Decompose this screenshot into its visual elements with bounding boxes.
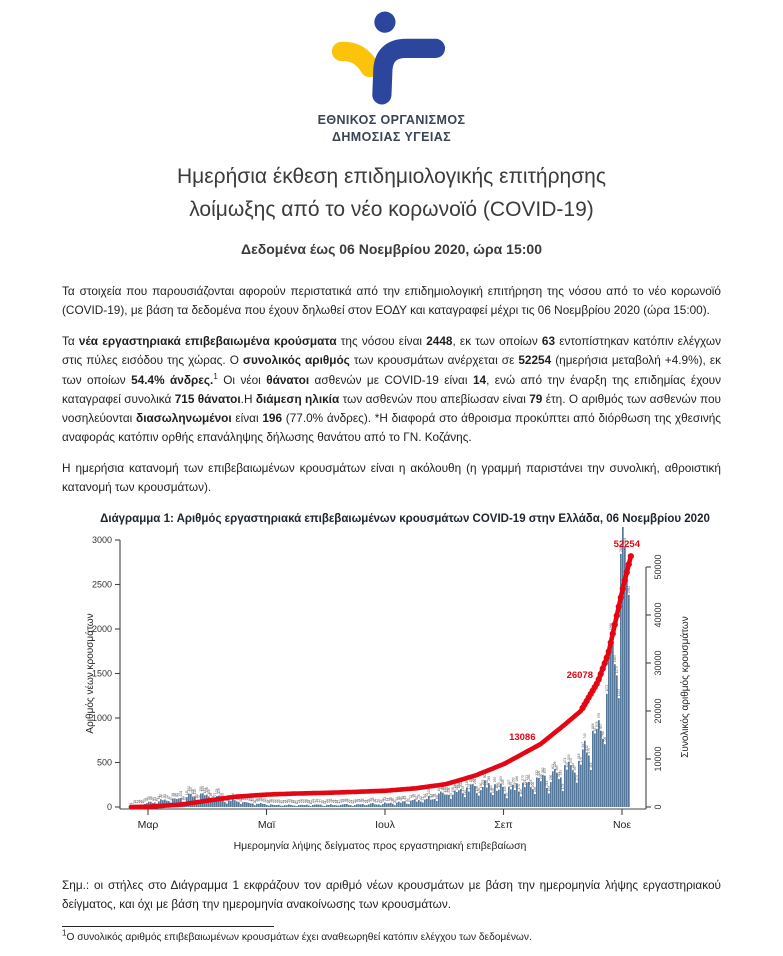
footnote: 1Ο συνολικός αριθμός επιβεβαιωμένων κρου… [62,930,721,945]
svg-text:Νοε: Νοε [613,819,631,831]
svg-text:255: 255 [493,777,497,783]
svg-text:1479: 1479 [615,666,619,673]
svg-text:0: 0 [653,805,663,810]
page-title: Ημερήσια έκθεση επιδημιολογικής επιτήρησ… [62,161,721,226]
svg-text:1605: 1605 [613,655,617,662]
report-body: Τα στοιχεία που παρουσιάζονται αφορούν π… [62,282,721,946]
logo-blue-arm-body [381,48,435,94]
logo-org-name-line1: ΕΘΝΙΚΟΣ ΟΡΓΑΝΙΣΜΟΣ [62,112,721,129]
svg-text:174: 174 [517,784,521,790]
svg-text:500: 500 [97,758,112,768]
chart-title: Διάγραμμα 1: Αριθμός εργαστηριακά επιβεβ… [80,513,730,525]
report-header: ΕΘΝΙΚΟΣ ΟΡΓΑΝΙΣΜΟΣ ΔΗΜΟΣΙΑΣ ΥΓΕΙΑΣ Ημερή… [62,10,721,257]
svg-text:123: 123 [427,789,431,795]
svg-text:Σεπ: Σεπ [494,819,512,831]
method-note: Σημ.: οι στήλες στο Διάγραμμα 1 εκφράζου… [62,876,721,914]
logo-org-name-line2: ΔΗΜΟΣΙΑΣ ΥΓΕΙΑΣ [62,129,721,146]
svg-text:20000: 20000 [653,699,663,724]
svg-text:470: 470 [569,758,573,764]
svg-text:2382: 2382 [627,586,631,593]
svg-text:149: 149 [503,786,507,792]
svg-text:745: 745 [583,733,587,739]
svg-text:128: 128 [217,788,221,794]
svg-text:353: 353 [543,768,547,774]
svg-text:Ιουλ: Ιουλ [375,819,395,831]
svg-text:213: 213 [545,781,549,787]
svg-text:101: 101 [179,791,183,797]
logo-org-name: ΕΘΝΙΚΟΣ ΟΡΓΑΝΙΣΜΟΣ ΔΗΜΟΣΙΑΣ ΥΓΕΙΑΣ [62,112,721,145]
svg-text:120: 120 [193,789,197,795]
key-figures-paragraph: Τα νέα εργαστηριακά επιβεβαιωμένα κρούσμ… [62,332,721,447]
covid-cases-chart: 0500100015002000250030000100002000030000… [80,527,730,872]
svg-text:2500: 2500 [92,580,112,590]
svg-text:30000: 30000 [653,651,663,676]
svg-text:200: 200 [531,782,535,788]
svg-text:385: 385 [555,765,559,771]
eody-logo: ΕΘΝΙΚΟΣ ΟΡΓΑΝΙΣΜΟΣ ΔΗΜΟΣΙΑΣ ΥΓΕΙΑΣ [62,10,721,145]
svg-text:13086: 13086 [509,732,535,743]
distribution-paragraph: Η ημερήσια κατανομή των επιβεβαιωμένων κ… [62,459,721,497]
svg-text:Αριθμός νέων κρουσμάτων: Αριθμός νέων κρουσμάτων [84,614,96,734]
svg-text:Ημερομηνία λήψης δείγματος προ: Ημερομηνία λήψης δείγματος προς εργαστηρ… [234,840,527,852]
svg-text:976: 976 [597,713,601,719]
svg-text:0: 0 [107,802,112,812]
svg-text:26078: 26078 [567,670,593,681]
svg-text:10000: 10000 [653,747,663,772]
svg-text:Συνολικός αριθμός κρουσμάτων: Συνολικός αριθμός κρουσμάτων [679,616,691,758]
svg-text:52254: 52254 [614,539,641,550]
page-title-line2: λοίμωξης από το νέο κορωνοϊό (COVID-19) [189,198,594,221]
svg-text:387: 387 [573,765,577,771]
logo-head [374,12,395,33]
svg-text:579: 579 [587,748,591,754]
svg-text:3000: 3000 [92,535,112,545]
footnote-divider [62,926,274,927]
svg-text:50000: 50000 [653,555,663,580]
svg-text:857: 857 [599,723,603,729]
data-cutoff-subtitle: Δεδομένα έως 06 Νοεμβρίου 2020, ώρα 15:0… [62,241,721,257]
svg-text:Μαρ: Μαρ [138,819,159,831]
svg-text:236: 236 [473,779,477,785]
svg-text:226: 226 [501,780,505,786]
svg-text:766: 766 [601,731,605,737]
eody-logo-icon [331,10,453,106]
svg-text:282: 282 [527,775,531,781]
chart-figure: Διάγραμμα 1: Αριθμός εργαστηριακά επιβεβ… [80,513,730,872]
svg-text:40000: 40000 [653,603,663,628]
logo-yellow-arm [341,51,369,67]
page-title-line1: Ημερήσια έκθεση επιδημιολογικής επιτήρησ… [177,165,606,188]
intro-paragraph: Τα στοιχεία που παρουσιάζονται αφορούν π… [62,282,721,320]
svg-text:269: 269 [487,776,491,782]
svg-text:Μαϊ: Μαϊ [258,819,276,831]
svg-text:333: 333 [559,770,563,776]
svg-text:266: 266 [515,776,519,782]
